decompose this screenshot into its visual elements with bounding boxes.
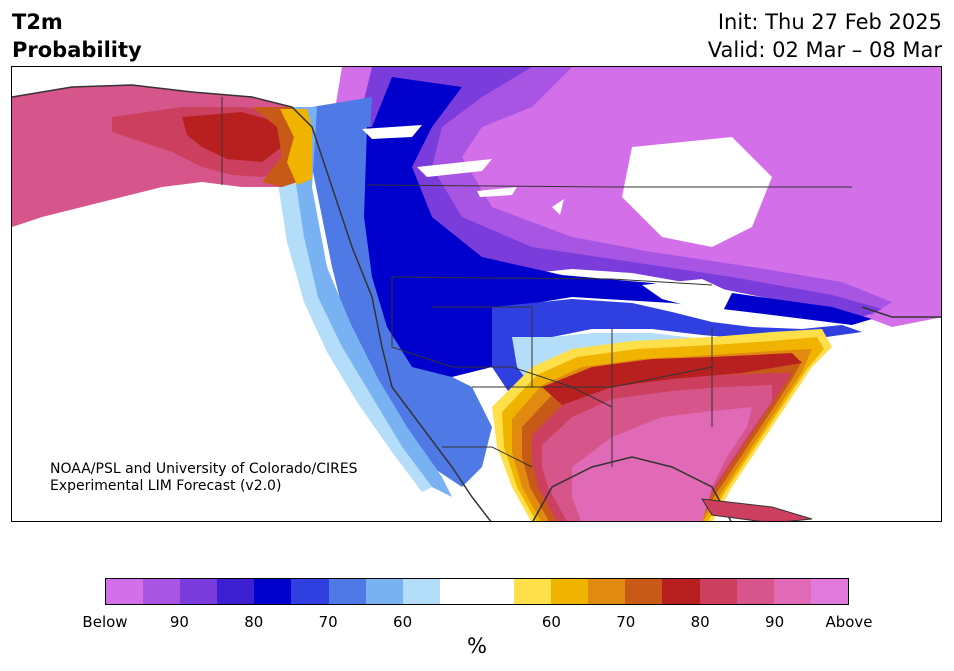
below-80-core (362, 77, 872, 325)
valid-dates: Valid: 02 Mar – 08 Mar (707, 38, 942, 62)
below-75-west-core (364, 127, 532, 377)
colorbar-tick-label: 90 (765, 613, 785, 631)
south-us-red-core (542, 353, 802, 405)
credit-line-1: NOAA/PSL and University of Colorado/CIRE… (50, 461, 358, 477)
colorbar-segment (736, 579, 774, 604)
colorbar-segment (254, 579, 292, 604)
colorbar-segment (328, 579, 366, 604)
great-slave-lake (417, 159, 492, 177)
colorbar-tick-label: Above (825, 613, 873, 631)
colorbar-tick-label: 60 (541, 613, 561, 631)
below-70-west (312, 97, 492, 487)
forecast-dates: Init: Thu 27 Feb 2025 Valid: 02 Mar – 08… (708, 8, 942, 64)
coastlines (12, 84, 941, 521)
colorbar-segment (180, 579, 218, 604)
colorbar-segment (773, 579, 811, 604)
variable-label: T2m (12, 10, 63, 34)
great-bear-lake (362, 125, 422, 139)
great-lakes (642, 279, 732, 313)
colorbar-segment (291, 579, 329, 604)
credit-line-2: Experimental LIM Forecast (v2.0) (50, 478, 282, 494)
lake-athabasca (477, 187, 517, 197)
colorbar-segment (217, 579, 255, 604)
alaska-above-85 (182, 112, 282, 162)
colorbar-tick-label: 70 (318, 613, 338, 631)
credit-text: NOAA/PSL and University of Colorado/CIRE… (50, 461, 358, 495)
colorbar-tick-label: 90 (169, 613, 189, 631)
lake-winnipeg (552, 199, 564, 215)
colorbar-segment (439, 579, 477, 604)
product-label: Probability (12, 38, 142, 62)
probability-map: NOAA/PSL and University of Colorado/CIRE… (11, 66, 942, 522)
colorbar-segment (810, 579, 848, 604)
colorbar-segment (365, 579, 403, 604)
map-canvas (12, 67, 941, 521)
colorbar-segment (476, 579, 515, 604)
colorbar-segment (662, 579, 700, 604)
colorbar-segment (699, 579, 737, 604)
colorbar-segment (588, 579, 626, 604)
colorbar-tick-label: 80 (690, 613, 710, 631)
map-title: T2m Probability (12, 8, 142, 64)
init-date: Init: Thu 27 Feb 2025 (717, 10, 942, 34)
below-central-us (492, 299, 862, 397)
alaska-above-60 (280, 109, 312, 185)
colorbar-tick-label: 60 (393, 613, 413, 631)
colorbar-tick-label: Below (82, 613, 128, 631)
colorbar-segment (625, 579, 663, 604)
cuba (701, 498, 813, 521)
colorbar-segment (402, 579, 440, 604)
colorbar-segment (143, 579, 181, 604)
hudson-bay (622, 137, 772, 247)
political-borders (221, 97, 852, 468)
colorbar-segment (106, 579, 144, 604)
unit-label: % (467, 634, 487, 658)
colorbar-tick-label: 80 (244, 613, 264, 631)
colorbar (105, 578, 849, 605)
colorbar-segment (514, 579, 552, 604)
colorbar-segment (551, 579, 589, 604)
colorbar-tick-label: 70 (616, 613, 636, 631)
